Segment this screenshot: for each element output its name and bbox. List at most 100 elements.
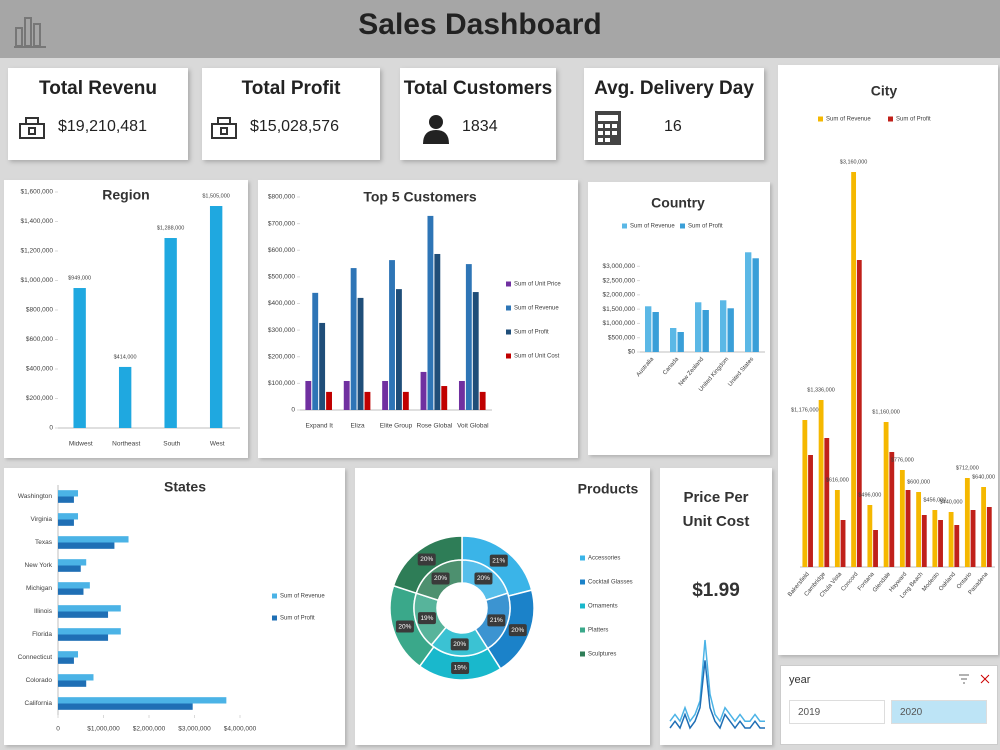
- legend-swatch: [888, 116, 893, 122]
- y-tick-label: $500,000: [268, 274, 295, 281]
- bar: [58, 628, 121, 635]
- bar: [824, 438, 830, 567]
- logo-icon: [14, 17, 46, 48]
- bar: [312, 292, 319, 410]
- bar: [58, 542, 115, 549]
- y-tick-label: $400,000: [26, 366, 53, 373]
- bar: [677, 332, 684, 352]
- x-tick-label: West: [210, 441, 225, 448]
- bar: [364, 391, 371, 410]
- y-tick-label: $2,000,000: [602, 292, 635, 299]
- kpi-icon: [595, 111, 621, 145]
- chart-title: Region: [102, 187, 149, 203]
- card: [660, 468, 772, 745]
- value-label: $1,176,000: [791, 407, 819, 413]
- label-bg: [451, 661, 470, 674]
- legend-label: Cocktail Glasses: [588, 580, 633, 586]
- chart-title: Products: [578, 481, 639, 497]
- y-tick-label: $600,000: [26, 336, 53, 343]
- sparkline: [669, 660, 765, 730]
- bar: [981, 487, 987, 567]
- y-tick-label: Texas: [35, 539, 53, 546]
- bar: [873, 530, 878, 567]
- value-label: $440,000: [940, 499, 963, 505]
- x-tick-label: $2,000,000: [133, 726, 166, 733]
- y-tick-label: $200,000: [268, 353, 295, 360]
- bar: [856, 260, 862, 567]
- label-bg: [395, 620, 414, 633]
- value-label: $712,000: [956, 465, 979, 471]
- legend-swatch: [506, 329, 511, 335]
- bar: [889, 452, 895, 567]
- y-tick-label: $1,000,000: [20, 277, 53, 284]
- value-label: 19%: [454, 665, 467, 672]
- bar: [840, 520, 846, 567]
- bar: [465, 264, 472, 410]
- legend-swatch: [506, 305, 511, 311]
- kpi-card: Total Revenu $19,210,481: [8, 68, 188, 160]
- x-tick-label: South: [163, 441, 180, 448]
- y-tick-label: $1,000,000: [602, 320, 635, 327]
- kpi-card: Total Customers 1834: [400, 68, 556, 160]
- bar: [209, 206, 223, 428]
- x-tick-label: Northeast: [112, 441, 140, 448]
- value-label: $1,160,000: [872, 409, 900, 415]
- label-bg: [431, 572, 450, 585]
- y-tick-label: $3,000,000: [602, 263, 635, 270]
- x-tick-label: $1,000,000: [87, 726, 120, 733]
- bar: [58, 697, 227, 704]
- slicer-item[interactable]: 2019: [789, 700, 885, 724]
- y-tick-label: Colorado: [26, 677, 53, 684]
- legend-label: Accessories: [588, 556, 620, 562]
- price-title: Price Per Unit Cost: [682, 489, 750, 530]
- bar: [402, 391, 409, 410]
- bar: [938, 520, 943, 567]
- y-tick-label: Florida: [32, 631, 52, 638]
- bar: [58, 559, 87, 566]
- label-bg: [489, 554, 508, 567]
- value-label: $1,505,000: [202, 193, 230, 199]
- bar: [118, 366, 132, 428]
- bar: [58, 565, 81, 572]
- bar: [479, 391, 486, 410]
- bar: [652, 312, 659, 352]
- legend-swatch: [580, 651, 585, 657]
- legend-swatch: [818, 116, 823, 122]
- bar: [702, 310, 709, 352]
- bar: [434, 253, 441, 410]
- bar: [58, 605, 121, 612]
- y-tick-label: 0: [291, 407, 295, 414]
- bar: [745, 252, 752, 352]
- legend-swatch: [580, 579, 585, 585]
- kpi-value: 1834: [462, 118, 498, 135]
- y-tick-label: $300,000: [268, 327, 295, 334]
- value-label: 20%: [511, 627, 524, 634]
- bar: [73, 288, 86, 428]
- chart-title: Top 5 Customers: [363, 189, 477, 205]
- legend-swatch: [580, 603, 585, 609]
- bar: [986, 507, 992, 567]
- legend-swatch: [580, 627, 585, 633]
- y-tick-label: Michigan: [26, 585, 52, 592]
- value-label: $496,000: [858, 492, 881, 498]
- y-tick-label: $200,000: [26, 395, 53, 402]
- value-label: $776,000: [891, 457, 914, 463]
- label-bg: [474, 572, 493, 585]
- y-tick-label: $1,200,000: [20, 248, 53, 255]
- kpi-icon: [423, 115, 449, 144]
- legend-label: Sum of Profit: [896, 117, 931, 123]
- bar: [905, 490, 911, 567]
- x-tick-label: 0: [56, 726, 60, 733]
- y-tick-label: New York: [25, 562, 53, 569]
- bar: [58, 519, 74, 526]
- sparkline: [669, 639, 765, 723]
- x-tick-label: $4,000,000: [224, 726, 257, 733]
- y-tick-label: $100,000: [268, 380, 295, 387]
- y-tick-label: $1,500,000: [602, 306, 635, 313]
- bar: [58, 634, 109, 641]
- y-tick-label: $400,000: [268, 300, 295, 307]
- slicer-item[interactable]: 2020: [891, 700, 987, 724]
- bar: [58, 611, 109, 618]
- y-tick-label: California: [25, 700, 53, 707]
